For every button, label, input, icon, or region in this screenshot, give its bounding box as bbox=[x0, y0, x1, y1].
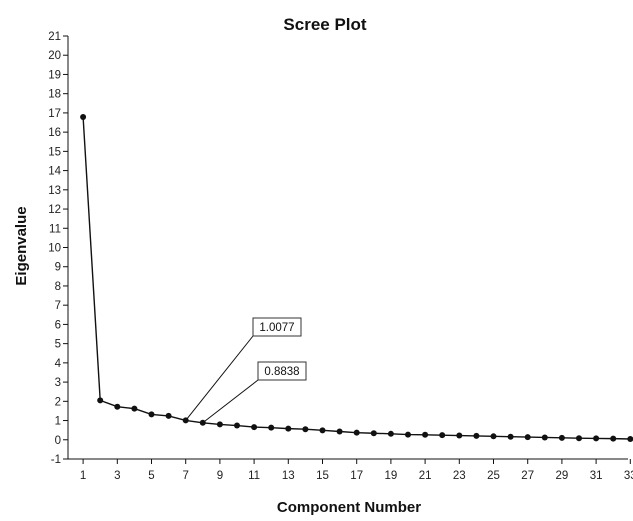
x-tick-label: 23 bbox=[453, 470, 466, 482]
y-tick-label: 6 bbox=[55, 319, 61, 331]
x-tick-label: 13 bbox=[282, 470, 295, 482]
y-tick-label: 17 bbox=[48, 108, 61, 120]
x-tick-label: 1 bbox=[80, 470, 86, 482]
data-point bbox=[165, 412, 172, 419]
y-tick-label: 16 bbox=[48, 127, 61, 139]
y-tick-label: 20 bbox=[48, 50, 61, 62]
data-point bbox=[610, 435, 617, 442]
data-point bbox=[114, 403, 121, 410]
data-point bbox=[439, 432, 446, 439]
y-tick-label: 4 bbox=[55, 358, 62, 370]
data-point bbox=[456, 432, 463, 439]
y-tick-label: 14 bbox=[48, 166, 61, 178]
y-tick-label: 11 bbox=[49, 223, 61, 235]
annotations: 1.0077 0.8838 bbox=[185, 317, 307, 424]
chart-title: Scree Plot bbox=[283, 15, 366, 34]
x-tick-label: 11 bbox=[248, 470, 260, 482]
x-axis-ticks: 13579111315171921232527293133 bbox=[80, 459, 633, 482]
data-point bbox=[473, 432, 480, 439]
x-tick-label: 29 bbox=[556, 470, 569, 482]
y-tick-label: 5 bbox=[55, 339, 61, 351]
y-tick-label: 0 bbox=[55, 435, 61, 447]
data-point bbox=[593, 435, 600, 442]
y-tick-label: 10 bbox=[48, 243, 61, 255]
y-tick-label: 13 bbox=[48, 185, 61, 197]
data-point bbox=[80, 113, 87, 120]
eigenvalue-line bbox=[82, 116, 633, 440]
data-point bbox=[353, 429, 360, 436]
data-point bbox=[268, 424, 275, 431]
data-point bbox=[422, 431, 429, 438]
data-point bbox=[507, 433, 514, 440]
data-point bbox=[627, 436, 633, 443]
y-axis-label: Eigenvalue bbox=[13, 206, 30, 285]
x-tick-label: 21 bbox=[419, 470, 432, 482]
x-tick-label: 9 bbox=[217, 470, 223, 482]
data-point bbox=[285, 425, 292, 432]
eigenvalue-series bbox=[80, 113, 633, 443]
data-point bbox=[131, 405, 138, 412]
data-point bbox=[251, 424, 258, 431]
data-point bbox=[148, 411, 155, 418]
x-tick-label: 19 bbox=[385, 470, 398, 482]
data-point bbox=[97, 397, 104, 404]
x-tick-label: 25 bbox=[487, 470, 500, 482]
y-tick-label: -1 bbox=[51, 454, 61, 466]
data-point bbox=[405, 431, 411, 438]
data-point bbox=[234, 422, 240, 429]
data-point bbox=[558, 434, 565, 441]
annotation-box bbox=[252, 317, 302, 337]
x-tick-label: 7 bbox=[182, 470, 188, 482]
y-tick-label: 8 bbox=[55, 281, 61, 293]
annotation-leader-line bbox=[185, 335, 254, 421]
x-tick-label: 17 bbox=[350, 470, 363, 482]
y-tick-label: 9 bbox=[55, 262, 61, 274]
data-point bbox=[370, 430, 377, 437]
y-tick-label: 19 bbox=[48, 69, 61, 81]
data-point bbox=[576, 435, 582, 442]
y-tick-label: 7 bbox=[55, 300, 61, 312]
x-tick-label: 33 bbox=[624, 470, 633, 482]
data-point bbox=[541, 434, 548, 441]
y-tick-label: 3 bbox=[55, 377, 61, 389]
annotation-box bbox=[257, 361, 307, 381]
x-tick-label: 3 bbox=[114, 470, 120, 482]
x-tick-label: 5 bbox=[148, 470, 154, 482]
y-tick-label: 1 bbox=[55, 416, 61, 428]
x-tick-label: 15 bbox=[316, 470, 329, 482]
data-point bbox=[319, 427, 326, 434]
annotation-label: 1.0077 bbox=[259, 322, 294, 334]
y-tick-label: 18 bbox=[48, 89, 61, 101]
data-point bbox=[524, 434, 531, 441]
y-tick-label: 21 bbox=[48, 31, 61, 43]
data-point bbox=[302, 426, 309, 433]
y-tick-label: 15 bbox=[48, 146, 61, 158]
annotation-leader-line bbox=[202, 379, 259, 424]
data-point bbox=[387, 430, 394, 437]
data-point bbox=[490, 433, 497, 440]
data-point bbox=[336, 428, 343, 435]
x-tick-label: 31 bbox=[590, 470, 603, 482]
data-point bbox=[216, 421, 223, 428]
x-axis-label: Component Number bbox=[277, 499, 421, 516]
x-tick-label: 27 bbox=[521, 470, 534, 482]
y-tick-label: 2 bbox=[55, 396, 61, 408]
y-tick-label: 12 bbox=[48, 204, 61, 216]
annotation-label: 0.8838 bbox=[264, 366, 299, 378]
